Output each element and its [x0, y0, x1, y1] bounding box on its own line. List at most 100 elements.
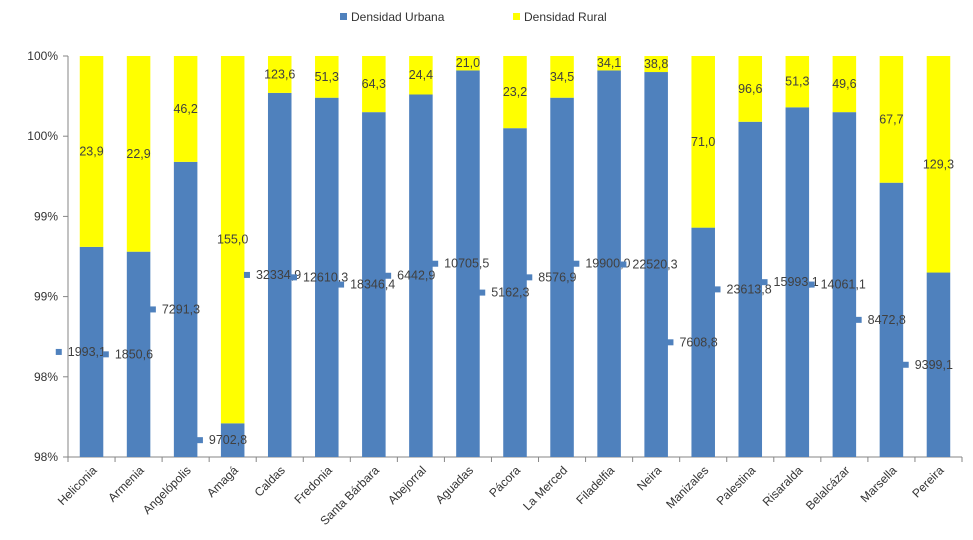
bar-rural — [832, 56, 857, 113]
urbana-label-marker — [385, 272, 392, 279]
rural-value-label: 123,6 — [264, 67, 295, 81]
urbana-value-label: 18346,4 — [350, 278, 395, 292]
urbana-label-marker — [620, 261, 627, 268]
urbana-value-label: 12610,3 — [303, 270, 348, 284]
urbana-label-marker — [196, 437, 203, 444]
legend-label-urbana: Densidad Urbana — [351, 10, 445, 24]
urbana-value-label: 10705,5 — [444, 257, 489, 271]
rural-value-label: 46,2 — [173, 102, 197, 116]
x-category-label: Risaralda — [760, 463, 806, 509]
y-tick-label: 99% — [34, 290, 58, 304]
urbana-label-marker — [338, 281, 345, 288]
urbana-value-label: 7608,8 — [679, 335, 717, 349]
x-category-label: Caldas — [252, 463, 288, 499]
urbana-label-marker — [808, 281, 815, 288]
bar-urbana — [550, 97, 574, 457]
urbana-value-label: 9399,1 — [915, 358, 953, 372]
x-category-label: Abejorral — [385, 463, 429, 507]
x-category-label: Pereira — [909, 463, 946, 500]
bar-urbana — [409, 94, 433, 457]
urbana-value-label: 5162,3 — [491, 286, 529, 300]
urbana-value-label: 19900,0 — [585, 257, 630, 271]
urbana-value-label: 22520,3 — [632, 258, 677, 272]
x-category-label: Pácora — [486, 463, 523, 500]
rural-value-label: 23,2 — [503, 85, 527, 99]
y-tick-label: 98% — [34, 450, 58, 464]
y-tick-label: 99% — [34, 209, 58, 223]
x-category-label: Filadelfia — [573, 463, 617, 507]
legend: Densidad Urbana Densidad Rural — [340, 10, 607, 24]
rural-value-label: 34,5 — [550, 70, 574, 84]
bar-rural — [550, 56, 574, 98]
bars — [79, 56, 951, 457]
urbana-label-marker — [526, 274, 533, 281]
bar-urbana — [267, 92, 292, 457]
rural-value-label: 129,3 — [923, 157, 954, 171]
urbana-value-label: 15993,1 — [774, 275, 819, 289]
bar-rural — [785, 56, 810, 108]
bar-rural — [503, 56, 527, 129]
y-tick-label: 100% — [27, 49, 58, 63]
urbana-label-marker — [243, 271, 250, 278]
y-tick-label: 98% — [34, 370, 58, 384]
bar-urbana — [832, 112, 857, 457]
x-category-label: Angelópolis — [140, 463, 194, 517]
rural-value-label: 23,9 — [79, 144, 103, 158]
urbana-value-label: 6442,9 — [397, 269, 435, 283]
x-category-label: Neira — [634, 463, 664, 493]
rural-value-label: 38,8 — [644, 57, 668, 71]
urbana-label-marker — [55, 348, 62, 355]
x-category-label: Marsella — [858, 463, 900, 505]
bar-urbana — [503, 128, 527, 457]
x-category-label: Heliconia — [55, 463, 100, 508]
urbana-label-marker — [855, 316, 862, 323]
bar-rural — [926, 56, 951, 273]
x-category-label: Fredonia — [292, 463, 336, 507]
y-axis-ticks: 98% 98% 99% 99% 100% 100% — [27, 49, 68, 464]
bar-urbana — [738, 121, 763, 457]
rural-value-label: 51,3 — [785, 75, 809, 89]
rural-value-label: 71,0 — [691, 135, 715, 149]
bar-rural — [738, 56, 763, 122]
rural-value-label: 22,9 — [126, 147, 150, 161]
urbana-value-label: 32334,9 — [256, 268, 301, 282]
bar-urbana — [362, 112, 386, 457]
rural-value-label: 34,1 — [597, 56, 621, 70]
bar-urbana — [644, 72, 668, 457]
urbana-label-marker — [291, 274, 298, 281]
bar-rural — [456, 56, 480, 71]
bar-urbana — [691, 227, 715, 457]
bar-urbana — [879, 182, 904, 457]
bar-rural — [362, 56, 386, 113]
urbana-label-marker — [761, 279, 768, 286]
x-category-label: Belalcázar — [803, 463, 853, 513]
legend-label-rural: Densidad Rural — [524, 10, 607, 24]
rural-value-label: 67,7 — [879, 112, 903, 126]
rural-value-label: 155,0 — [217, 233, 248, 247]
bar-urbana — [220, 423, 245, 457]
legend-swatch-urbana — [340, 13, 347, 20]
data-labels: 1993,1 23,9 1850,6 22,9 7291,3 46,2 9702,8 155,… — [55, 56, 954, 447]
urbana-value-label: 9702,8 — [209, 433, 247, 447]
urbana-value-label: 1993,1 — [68, 345, 106, 359]
urbana-label-marker — [667, 339, 674, 346]
x-category-label: Amagá — [204, 463, 241, 500]
x-category-label: Aguadas — [433, 463, 476, 506]
rural-value-label: 64,3 — [362, 77, 386, 91]
urbana-label-marker — [479, 289, 486, 296]
bar-rural — [315, 56, 339, 98]
bar-rural — [267, 56, 292, 93]
bar-rural — [409, 56, 433, 95]
urbana-value-label: 7291,3 — [162, 302, 200, 316]
rural-value-label: 51,3 — [315, 70, 339, 84]
urbana-value-label: 8576,9 — [538, 270, 576, 284]
urbana-label-marker — [573, 260, 580, 267]
rural-value-label: 21,0 — [456, 56, 480, 70]
bar-urbana — [79, 246, 104, 457]
bar-urbana — [315, 97, 339, 457]
bar-urbana — [597, 70, 621, 457]
urbana-label-marker — [714, 286, 721, 293]
bar-rural — [644, 56, 668, 73]
